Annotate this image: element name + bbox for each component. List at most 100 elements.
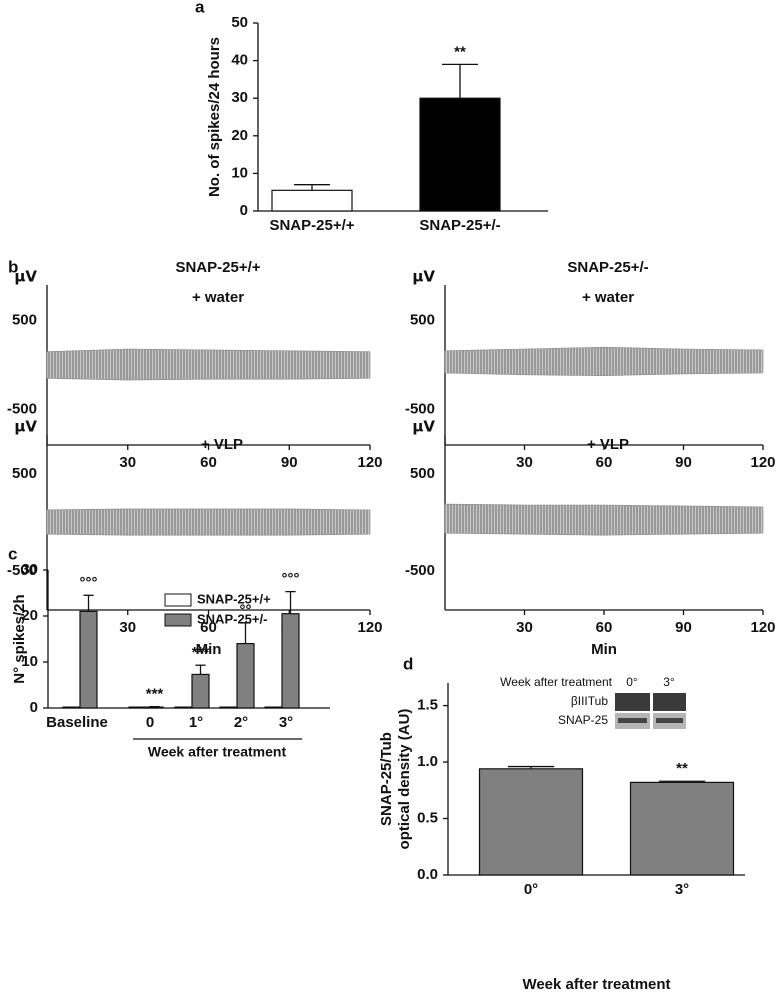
y-tick-label: 500	[410, 312, 435, 329]
y-tick-label: -500	[7, 562, 37, 579]
trace-subtitle: + water	[192, 289, 244, 306]
y-unit: µV	[14, 418, 37, 436]
y-tick-label: 1.5	[417, 697, 438, 714]
bar	[264, 706, 283, 709]
x-tick-label: 0°	[524, 881, 538, 898]
x-tick-label: SNAP-25+/+	[269, 217, 354, 234]
bar	[281, 613, 300, 709]
y-unit: µV	[14, 268, 37, 286]
eeg-trace	[46, 508, 371, 536]
y-unit: µV	[412, 418, 435, 436]
trace-title: SNAP-25+/-	[567, 259, 648, 276]
y-tick-label: -500	[7, 400, 37, 417]
significance: °°°	[282, 571, 300, 588]
x-tick-label: 60	[596, 619, 613, 636]
blot-image	[615, 693, 686, 729]
panel-label: a	[195, 0, 205, 16]
y-axis-title: No. of spikes/24 hours	[206, 37, 223, 197]
blot-row-label: βIIITub	[571, 694, 608, 708]
x-tick-label: 60	[200, 454, 217, 471]
x-tick-label: 30	[516, 454, 533, 471]
x-tick-label: 30	[119, 619, 136, 636]
significance: ***	[146, 686, 164, 703]
significance: **	[676, 760, 688, 777]
panel-label: c	[8, 544, 17, 563]
legend-label: SNAP-25+/-	[197, 611, 267, 626]
y-tick-label: 0	[30, 699, 38, 716]
bar	[191, 673, 210, 709]
y-axis-title: N° spikes/2h	[11, 594, 28, 683]
x-tick-label: 1°	[189, 714, 203, 731]
y-tick-label: 0	[240, 202, 248, 219]
x-tick-label: Baseline	[46, 714, 108, 731]
eeg-trace	[444, 346, 764, 376]
x-tick-label: 2°	[234, 714, 248, 731]
bar	[79, 610, 98, 709]
y-tick-label: -500	[405, 400, 435, 417]
eeg-trace	[46, 348, 371, 381]
legend-swatch	[164, 613, 192, 627]
x-tick-label: 30	[516, 619, 533, 636]
bar	[271, 189, 353, 212]
bar	[236, 642, 255, 709]
y-tick-label: 1.0	[417, 753, 438, 770]
x-tick-label: 120	[750, 454, 775, 471]
x-tick-label: SNAP-25+/-	[419, 217, 500, 234]
trace-subtitle: + water	[582, 289, 634, 306]
significance: **	[454, 43, 466, 60]
y-tick-label: 20	[21, 607, 38, 624]
trace-subtitle: + VLP	[201, 436, 243, 453]
y-tick-label: 10	[231, 164, 248, 181]
y-tick-label: 500	[410, 465, 435, 482]
x-tick-label: 90	[675, 454, 692, 471]
panel-label: d	[403, 654, 413, 673]
y-tick-label: 50	[231, 14, 248, 31]
significance: °°	[240, 602, 252, 619]
bar	[128, 706, 147, 709]
y-tick-label: -500	[405, 562, 435, 579]
y-tick-label: 40	[231, 52, 248, 69]
y-tick-label: 30	[231, 89, 248, 106]
x-tick-label: 90	[675, 619, 692, 636]
x-tick-label: 90	[281, 454, 298, 471]
y-unit: µV	[412, 268, 435, 286]
x-tick-label: 3°	[279, 714, 293, 731]
trace-subtitle: + VLP	[587, 436, 629, 453]
x-axis-title: Week after treatment	[522, 976, 670, 993]
legend-label: SNAP-25+/+	[197, 591, 271, 606]
x-axis-title: Min	[591, 641, 617, 658]
x-tick-label: 120	[750, 619, 775, 636]
panel-label: b	[8, 257, 18, 276]
blot-row-label: SNAP-25	[558, 713, 608, 727]
x-tick-label: 0	[146, 714, 154, 731]
x-tick-label: 120	[357, 619, 382, 636]
y-tick-label: 30	[21, 561, 38, 578]
x-axis-title: Week after treatment	[148, 744, 287, 760]
eeg-trace	[444, 503, 764, 536]
bar	[174, 706, 193, 709]
y-axis-title: SNAP-25/Tub	[378, 732, 395, 826]
significance: °°°	[80, 574, 98, 591]
y-tick-label: 500	[12, 312, 37, 329]
y-tick-label: 0.0	[417, 866, 438, 883]
lane-label: 3°	[663, 675, 675, 689]
bar	[629, 781, 735, 876]
x-axis-title: Min	[196, 641, 222, 658]
x-tick-label: 3°	[675, 881, 689, 898]
y-axis-title: optical density (AU)	[396, 709, 413, 850]
x-tick-label: 60	[596, 454, 613, 471]
bar	[478, 768, 584, 876]
x-tick-label: 60	[200, 619, 217, 636]
bar	[219, 706, 238, 709]
y-tick-label: 10	[21, 653, 38, 670]
y-tick-label: 20	[231, 127, 248, 144]
x-tick-label: 30	[119, 454, 136, 471]
significance: ***	[192, 644, 210, 661]
y-tick-label: 500	[12, 465, 37, 482]
x-tick-label: 120	[357, 454, 382, 471]
y-tick-label: 0.5	[417, 809, 438, 826]
bar	[62, 706, 81, 709]
bar	[419, 97, 501, 212]
lane-label: 0°	[626, 675, 638, 689]
